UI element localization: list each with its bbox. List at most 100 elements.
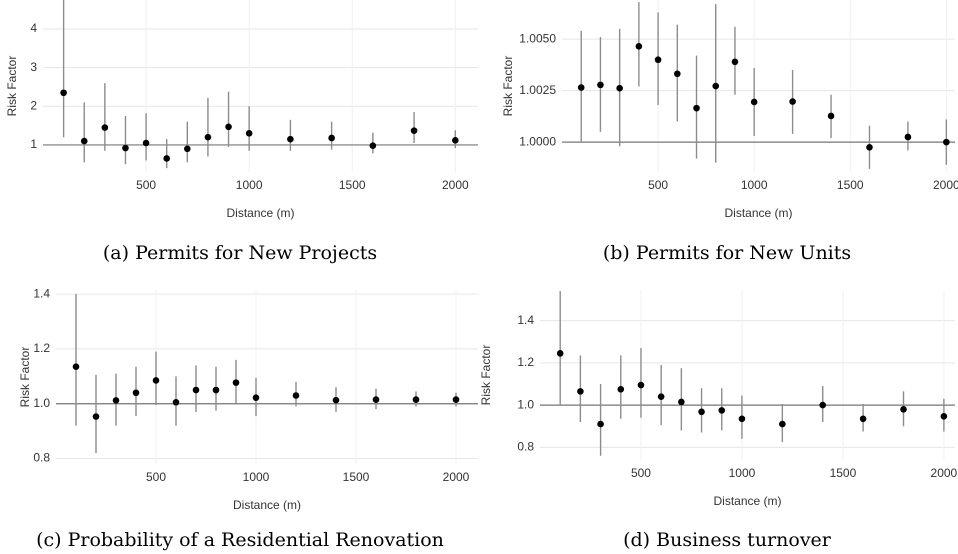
y-tick-label: 4: [30, 21, 37, 35]
point: [635, 43, 643, 50]
point: [657, 393, 665, 400]
x-tick-label: 500: [648, 178, 668, 192]
point: [225, 123, 232, 131]
x-tick-label: 1000: [243, 470, 270, 484]
x-tick-label: 1500: [837, 178, 864, 192]
point: [678, 398, 685, 406]
point: [904, 133, 912, 141]
y-tick-label: 1.0: [517, 397, 534, 411]
point: [654, 56, 662, 64]
point: [80, 137, 88, 145]
x-tick-label: 2000: [443, 470, 470, 484]
point: [750, 98, 758, 106]
point: [204, 133, 212, 141]
y-tick-label: 1.0050: [519, 31, 556, 45]
y-axis-label: Risk Factor: [18, 347, 32, 408]
y-tick-label: 2: [30, 98, 37, 112]
x-tick-label: 1000: [729, 466, 756, 480]
point: [369, 142, 377, 150]
point: [452, 396, 460, 403]
point: [738, 415, 746, 423]
x-axis-label: Distance (m): [226, 206, 294, 220]
y-axis-label: Risk Factor: [5, 56, 19, 117]
y-tick-label: 1.0025: [519, 83, 556, 97]
point: [172, 399, 180, 406]
point: [112, 397, 120, 404]
point: [674, 70, 681, 78]
point: [184, 145, 191, 153]
x-axis-label: Distance (m): [724, 206, 792, 220]
point: [940, 412, 948, 420]
point: [60, 89, 67, 97]
x-tick-label: 2000: [931, 466, 958, 480]
point: [152, 377, 160, 384]
point: [332, 396, 340, 404]
y-tick-label: 1.0000: [519, 134, 556, 148]
point: [597, 420, 604, 428]
point: [232, 379, 240, 386]
x-tick-label: 2000: [933, 178, 958, 192]
x-tick-label: 2000: [442, 178, 469, 192]
point: [92, 413, 100, 420]
point: [597, 81, 604, 89]
y-tick-label: 1.2: [33, 341, 50, 355]
point: [718, 407, 726, 414]
y-axis-label: Risk Factor: [501, 56, 515, 117]
x-tick-label: 500: [631, 466, 651, 480]
point: [252, 394, 260, 401]
point: [637, 381, 645, 389]
point: [287, 135, 294, 143]
point: [122, 144, 129, 152]
point: [712, 82, 720, 90]
point: [142, 139, 150, 147]
point: [616, 84, 623, 92]
point: [731, 58, 739, 66]
x-tick-label: 500: [146, 470, 166, 484]
point: [192, 386, 200, 394]
x-tick-label: 1500: [343, 470, 370, 484]
point: [693, 104, 700, 112]
point: [292, 392, 300, 399]
y-tick-label: 1.2: [517, 355, 534, 369]
x-axis-label: Distance (m): [233, 498, 301, 512]
x-tick-label: 1000: [236, 178, 263, 192]
point: [410, 127, 418, 134]
y-tick-label: 3: [30, 60, 37, 74]
caption: (a) Permits for New Projects: [103, 242, 377, 264]
caption: (d) Business turnover: [623, 529, 832, 551]
point: [789, 98, 796, 105]
y-tick-label: 0.8: [517, 440, 534, 454]
point: [779, 420, 786, 428]
point: [163, 155, 170, 162]
point: [859, 415, 867, 423]
y-tick-label: 1.4: [517, 313, 534, 327]
point: [101, 124, 109, 131]
point: [556, 350, 564, 357]
point: [72, 363, 80, 371]
point: [212, 386, 220, 394]
point: [452, 137, 459, 144]
point: [245, 130, 253, 137]
y-axis-label: Risk Factor: [479, 345, 493, 406]
y-tick-label: 1: [30, 137, 37, 151]
point: [132, 389, 140, 397]
point: [943, 138, 950, 146]
point: [698, 408, 705, 416]
point: [617, 385, 625, 393]
caption: (b) Permits for New Units: [603, 242, 851, 264]
y-tick-label: 0.8: [33, 451, 50, 465]
x-tick-label: 1000: [741, 178, 768, 192]
point: [866, 143, 873, 151]
point: [900, 406, 907, 413]
caption: (c) Probability of a Residential Renovat…: [36, 529, 444, 551]
x-tick-label: 500: [136, 178, 156, 192]
x-tick-label: 1500: [339, 178, 366, 192]
point: [328, 134, 335, 142]
y-tick-label: 1.0: [33, 396, 50, 410]
point: [577, 84, 585, 91]
point: [827, 112, 835, 120]
point: [577, 388, 584, 395]
point: [412, 396, 420, 403]
point: [819, 401, 827, 409]
